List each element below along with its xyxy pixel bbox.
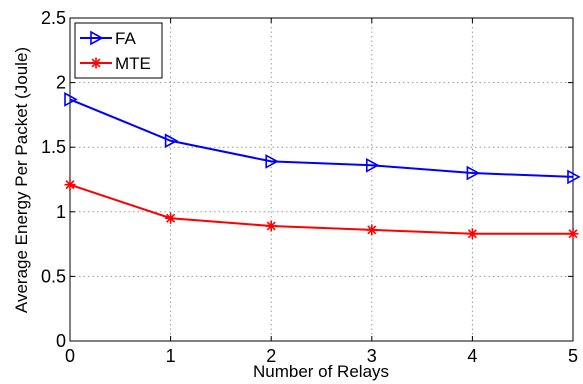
series-layer bbox=[64, 92, 581, 240]
legend-marker-mte bbox=[90, 57, 102, 69]
data-point-fa bbox=[567, 169, 581, 185]
x-tick-label: 3 bbox=[367, 346, 377, 366]
asterisk-stroke bbox=[467, 229, 477, 239]
y-tick-label: 0 bbox=[56, 331, 66, 351]
axis-ticks: 0 1 2 3 4 5 0 0.5 1 1.5 2 2.5 bbox=[41, 8, 578, 366]
x-axis-label: Number of Relays bbox=[253, 362, 389, 381]
data-point-mte bbox=[366, 224, 378, 236]
grid-lines bbox=[70, 18, 573, 341]
legend: FA MTE bbox=[74, 22, 163, 79]
x-tick-label: 1 bbox=[166, 346, 176, 366]
x-tick-label: 4 bbox=[467, 346, 477, 366]
data-point-fa bbox=[164, 133, 179, 149]
x-tick-label: 2 bbox=[266, 346, 276, 366]
legend-label-mte: MTE bbox=[115, 54, 151, 73]
legend-box bbox=[74, 22, 163, 79]
data-point-mte bbox=[265, 220, 277, 232]
y-tick-label: 0.5 bbox=[41, 266, 66, 286]
data-point-fa bbox=[265, 154, 279, 169]
y-tick-label: 2.5 bbox=[41, 8, 66, 28]
data-point-fa bbox=[466, 165, 481, 181]
asterisk-stroke bbox=[166, 213, 176, 223]
data-point-mte bbox=[567, 228, 579, 240]
y-tick-label: 1 bbox=[56, 202, 66, 222]
asterisk-stroke bbox=[367, 225, 377, 235]
data-point-mte bbox=[165, 212, 177, 224]
asterisk-stroke bbox=[568, 229, 578, 239]
asterisk-stroke bbox=[65, 180, 75, 190]
x-tick-label: 0 bbox=[65, 346, 75, 366]
asterisk-stroke bbox=[266, 221, 276, 231]
data-point-mte bbox=[466, 228, 478, 240]
y-axis-label: Average Energy Per Packet (Joule) bbox=[12, 47, 31, 313]
series-line-mte bbox=[69, 183, 573, 235]
x-tick-label: 5 bbox=[568, 346, 578, 366]
data-point-mte bbox=[64, 179, 76, 191]
series-line-fa bbox=[69, 98, 574, 178]
y-tick-label: 1.5 bbox=[41, 137, 66, 157]
data-point-fa bbox=[365, 157, 380, 173]
asterisk-stroke bbox=[91, 58, 101, 68]
y-tick-label: 2 bbox=[56, 73, 66, 93]
legend-label-fa: FA bbox=[115, 29, 136, 48]
legend-marker-fa bbox=[90, 30, 104, 46]
data-point-fa bbox=[64, 92, 78, 107]
